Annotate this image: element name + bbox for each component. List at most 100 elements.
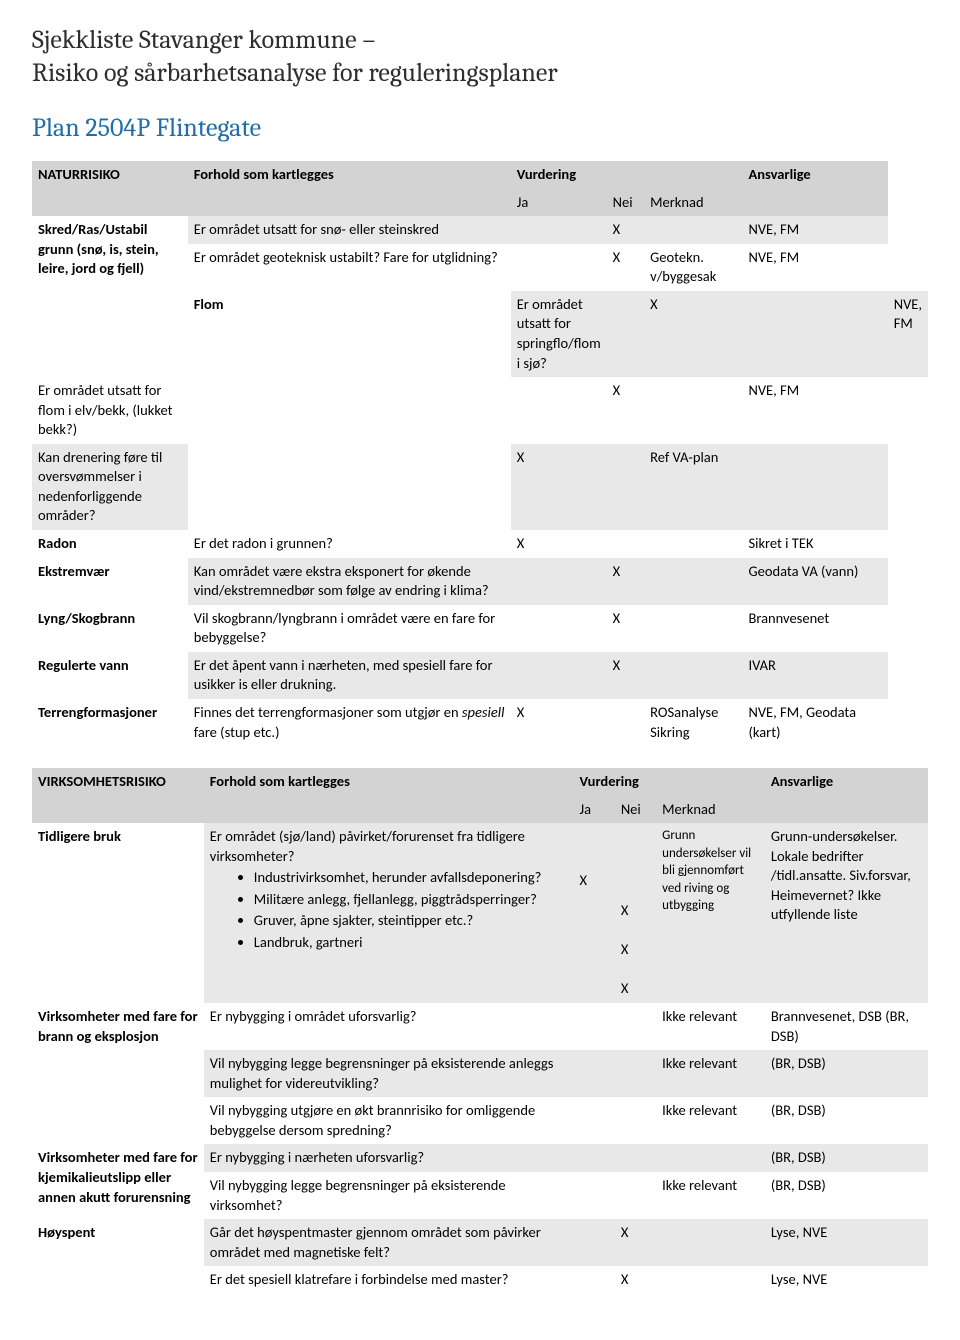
ansvarlige-cell: (BR, DSB) [765,1097,928,1144]
th-nei: Nei [607,189,644,217]
ansvarlige-cell: (BR, DSB) [765,1050,928,1097]
table-row: HøyspentGår det høyspentmaster gjennom o… [32,1219,928,1266]
nei-cell: X [615,1219,656,1266]
th-col1: NATURRISIKO [32,161,188,189]
ansvarlige-cell: IVAR [742,652,887,699]
category-cell: Lyng/Skogbrann [32,605,188,652]
table-row: Virksomheter med fare for brann og ekspl… [32,1003,928,1050]
th-ja: Ja [574,796,615,824]
nei-cell [615,1172,656,1219]
nei-cell: X [607,244,644,291]
th-merknad: Merknad [644,189,742,217]
merknad-cell: Geotekn. v/byggesak [644,244,742,291]
ja-cell [511,652,607,699]
ja-cell: X [511,530,607,558]
nei-cell: X [607,216,644,244]
ja-cell [574,1219,615,1266]
merknad-cell [656,1219,765,1266]
question-cell: Er området (sjø/land) påvirket/forurense… [204,823,574,1003]
nei-cell: X [607,652,644,699]
ja-cell [574,1097,615,1144]
category-cell: Skred/Ras/Ustabil grunn (snø, is, stein,… [32,216,188,377]
nei-cell: X [607,558,644,605]
th-ansvarlige: Ansvarlige [765,768,928,796]
ansvarlige-cell: NVE, FM [742,216,887,244]
nei-cell [615,1097,656,1144]
doc-title-line1: Sjekkliste Stavanger kommune – [32,24,928,57]
merknad-cell [644,558,742,605]
question-cell: Kan drenering føre til oversvømmelser i … [32,444,188,530]
question-cell: Vil nybygging legge begrensninger på eks… [204,1172,574,1219]
category-cell: Regulerte vann [32,652,188,699]
merknad-cell: Ikke relevant [656,1003,765,1050]
merknad-cell: Ikke relevant [656,1097,765,1144]
th-col2: Forhold som kartlegges [204,768,574,796]
question-cell: Vil skogbrann/lyngbrann i området være e… [188,605,511,652]
category-cell: Flom [188,291,511,530]
ja-cell [574,1050,615,1097]
ansvarlige-cell: NVE, FM [742,244,887,291]
nei-cell [607,444,644,530]
ja-cell [574,1266,615,1294]
question-cell: Er nybygging i nærheten uforsvarlig? [204,1144,574,1172]
ansvarlige-cell: (BR, DSB) [765,1172,928,1219]
question-cell: Er det åpent vann i nærheten, med spesie… [188,652,511,699]
ja-cell [574,1003,615,1050]
merknad-cell: ROSanalyse Sikring [644,699,742,746]
doc-title-line2: Risiko og sårbarhetsanalyse for reguleri… [32,57,928,90]
ja-cell [607,291,644,377]
question-cell: Er området utsatt for snø- eller steinsk… [188,216,511,244]
ansvarlige-cell [742,444,887,530]
th-ansvarlige: Ansvarlige [742,161,887,189]
ja-cell: X [511,444,607,530]
ja-cell [574,1172,615,1219]
ansvarlige-cell: Sikret i TEK [742,530,887,558]
question-cell: Vil nybygging utgjøre en økt brannrisiko… [204,1097,574,1144]
merknad-cell [644,216,742,244]
category-cell: Radon [32,530,188,558]
merknad-cell [644,530,742,558]
ansvarlige-cell: NVE, FM, Geodata (kart) [742,699,887,746]
question-cell: Går det høyspentmaster gjennom området s… [204,1219,574,1266]
question-cell: Er området utsatt for flom i elv/bekk, (… [32,377,188,444]
nei-cell: X [607,605,644,652]
merknad-cell: Grunn undersøkelser vil bli gjennomført … [656,823,765,1003]
merknad-cell [644,377,742,444]
nei-cell: XXX [615,823,656,1003]
category-cell: Virksomheter med fare for brann og ekspl… [32,1003,204,1144]
question-cell: Er nybygging i området uforsvarlig? [204,1003,574,1050]
nei-cell: X [607,377,644,444]
merknad-cell [644,652,742,699]
question-cell: Vil nybygging legge begrensninger på eks… [204,1050,574,1097]
category-cell: Terrengformasjoner [32,699,188,746]
table-row: Virksomheter med fare for kjemikalieutsl… [32,1144,928,1172]
question-cell: Er det radon i grunnen? [188,530,511,558]
table-row: RadonEr det radon i grunnen?X Sikret i TE… [32,530,928,558]
nei-cell [615,1003,656,1050]
ansvarlige-cell: NVE, FM [742,377,887,444]
table-row: TerrengformasjonerFinnes det terrengform… [32,699,928,746]
ansvarlige-cell: Lyse, NVE [765,1266,928,1294]
table-naturrisiko: NATURRISIKO Forhold som kartlegges Vurde… [32,161,928,746]
th-vurdering: Vurdering [574,768,765,796]
ja-cell [511,558,607,605]
table-header-row: VIRKSOMHETSRISIKO Forhold som kartlegges… [32,768,928,796]
question-cell: Er området utsatt for springflo/flom i s… [511,291,607,377]
ja-cell: X [511,699,607,746]
nei-cell [607,699,644,746]
th-col2: Forhold som kartlegges [188,161,511,189]
table-subheader-row: Ja Nei Merknad [32,796,928,824]
nei-cell [607,530,644,558]
table-row: Skred/Ras/Ustabil grunn (snø, is, stein,… [32,216,928,244]
table-row: EkstremværKan området være ekstra ekspon… [32,558,928,605]
th-ja: Ja [511,189,607,217]
question-cell: Er området geoteknisk ustabilt? Fare for… [188,244,511,291]
ansvarlige-cell: Brannvesenet [742,605,887,652]
ja-cell [574,1144,615,1172]
th-vurdering: Vurdering [511,161,743,189]
ja-cell: X [574,823,615,1003]
ansvarlige-cell: Grunn-undersøkelser. Lokale bedrifter /t… [765,823,928,1003]
nei-cell: X [615,1266,656,1294]
merknad-cell: Ikke relevant [656,1172,765,1219]
table-virksomhetsrisiko: VIRKSOMHETSRISIKO Forhold som kartlegges… [32,768,928,1294]
